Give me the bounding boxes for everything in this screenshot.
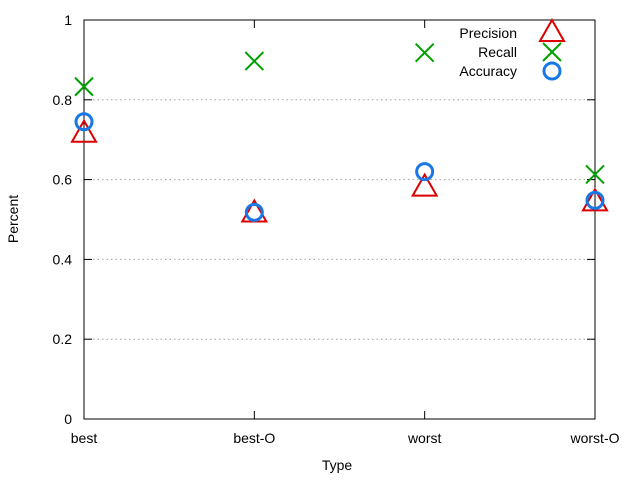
legend: Precision Recall Accuracy bbox=[459, 17, 566, 81]
y-axis-label: Percent bbox=[5, 195, 21, 243]
y-tick-label: 0.8 bbox=[53, 92, 73, 108]
legend-recall-icon bbox=[542, 42, 562, 62]
recall-point bbox=[244, 51, 265, 71]
precision-point bbox=[70, 118, 98, 143]
accuracy-point bbox=[585, 190, 605, 210]
y-tick-label: 0 bbox=[64, 411, 72, 427]
y-tick-label: 0.4 bbox=[53, 251, 73, 267]
accuracy-point bbox=[74, 112, 94, 132]
legend-label-precision: Precision bbox=[459, 25, 517, 41]
recall-point bbox=[414, 43, 435, 63]
precision-point bbox=[410, 172, 439, 197]
recall-point bbox=[585, 164, 605, 185]
x-tick-label: best bbox=[71, 430, 98, 446]
data-points bbox=[70, 43, 609, 223]
y-tick-label: 0.2 bbox=[53, 331, 73, 347]
x-axis-ticks: best best-O worst worst-O bbox=[71, 20, 620, 446]
legend-precision-icon bbox=[538, 17, 566, 42]
y-tick-label: 1 bbox=[64, 12, 72, 28]
x-tick-label: worst bbox=[407, 430, 442, 446]
x-tick-label: best-O bbox=[233, 430, 275, 446]
precision-point bbox=[581, 187, 609, 212]
y-axis-ticks: 0 0.2 0.4 0.6 0.8 1 bbox=[53, 12, 595, 427]
x-tick-label: worst-O bbox=[570, 430, 620, 446]
legend-accuracy-icon bbox=[542, 61, 562, 81]
accuracy-point bbox=[244, 202, 264, 222]
recall-point bbox=[74, 76, 94, 97]
x-axis-label: Type bbox=[322, 457, 353, 473]
gridlines bbox=[84, 99, 595, 340]
legend-label-recall: Recall bbox=[478, 44, 517, 60]
accuracy-point bbox=[415, 162, 435, 182]
y-tick-label: 0.6 bbox=[53, 172, 73, 188]
plot-frame bbox=[83, 19, 596, 420]
legend-label-accuracy: Accuracy bbox=[459, 63, 517, 79]
